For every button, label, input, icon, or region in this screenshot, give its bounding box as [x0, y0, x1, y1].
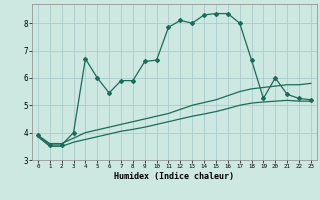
X-axis label: Humidex (Indice chaleur): Humidex (Indice chaleur)	[115, 172, 234, 181]
